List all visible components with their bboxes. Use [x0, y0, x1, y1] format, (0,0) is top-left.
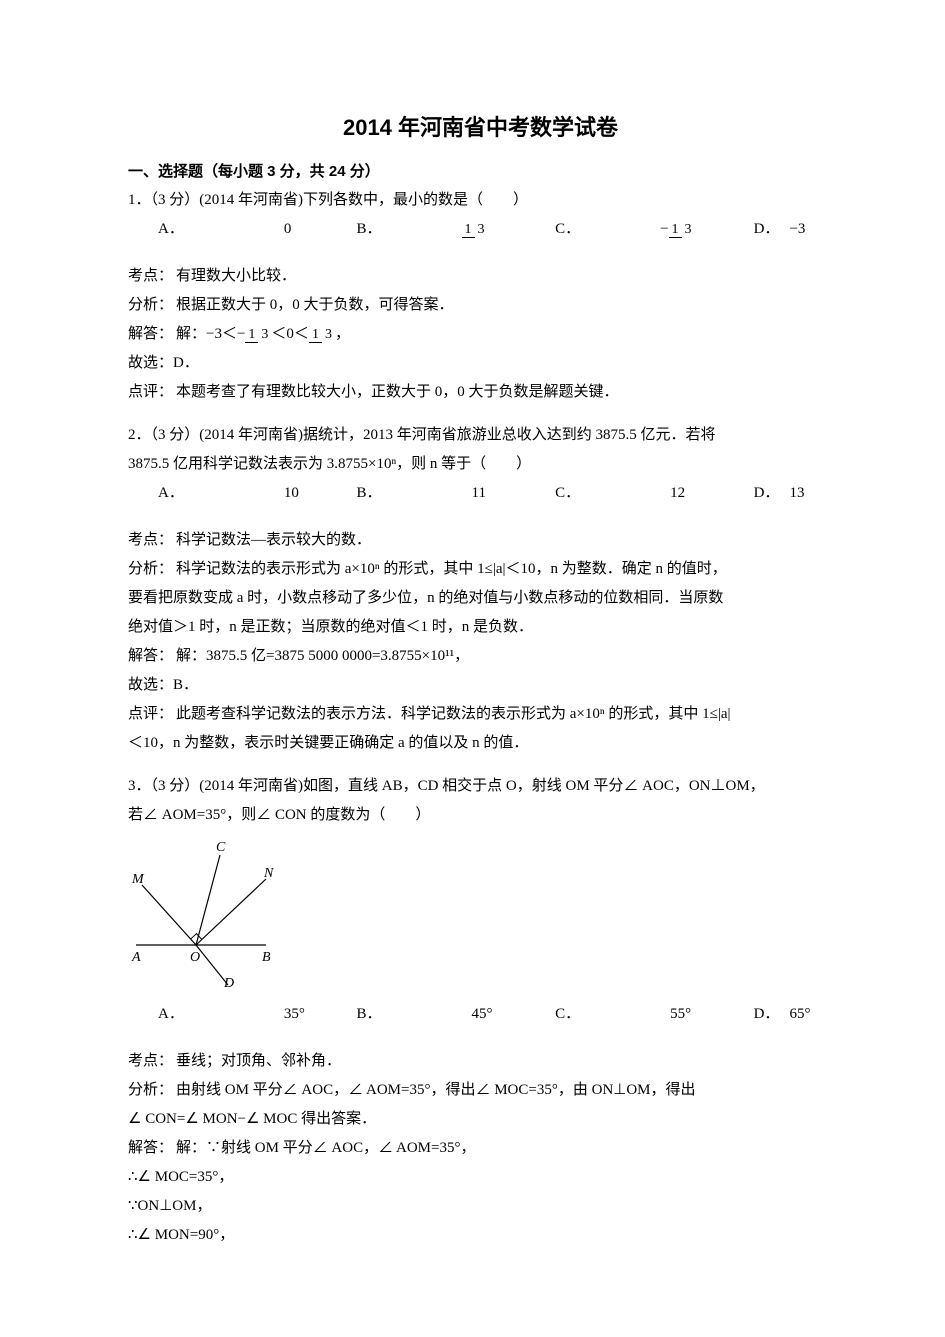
- option-label: D．: [754, 1001, 780, 1028]
- q2-dianping2: ＜10，n 为整数，表示时关键要正确确定 a 的值以及 n 的值．: [128, 730, 833, 757]
- option-label: B．: [357, 216, 382, 243]
- q1-guxuan: 故选：D．: [128, 350, 833, 377]
- dianping-label: 点评：: [128, 379, 176, 406]
- fenxi-label: 分析：: [128, 1077, 176, 1104]
- option-value: 10: [284, 480, 299, 507]
- fenxi-text: 根据正数大于 0，0 大于负数，可得答案．: [176, 292, 454, 319]
- geometry-diagram-icon: A B C D M N O: [128, 837, 288, 987]
- q3-option-c: C． 55°: [555, 1001, 754, 1028]
- fenxi-label: 分析：: [128, 292, 176, 319]
- svg-text:D: D: [223, 976, 234, 987]
- fenxi-text: 由射线 OM 平分∠ AOC，∠ AOM=35°，得出∠ MOC=35°，由 O…: [176, 1077, 696, 1104]
- kaodian-label: 考点：: [128, 1048, 176, 1075]
- option-label: C．: [555, 216, 580, 243]
- q1-option-a: A． 0: [158, 216, 357, 243]
- jieda-text: 解：∵射线 OM 平分∠ AOC，∠ AOM=35°，: [176, 1135, 475, 1162]
- q2-fenxi: 分析： 科学记数法的表示形式为 a×10ⁿ 的形式，其中 1≤|a|＜10，n …: [128, 556, 833, 583]
- option-label: A．: [158, 216, 184, 243]
- jieda-label: 解答：: [128, 643, 176, 670]
- jieda-text: 解：3875.5 亿=3875 5000 0000=3.8755×10¹¹，: [176, 643, 469, 670]
- q2-dianping: 点评： 此题考查科学记数法的表示方法．科学记数法的表示形式为 a×10ⁿ 的形式…: [128, 701, 833, 728]
- q1-stem: 1．（3 分）(2014 年河南省)下列各数中，最小的数是（ ）: [128, 187, 833, 214]
- option-value: 65°: [789, 1001, 810, 1028]
- option-label: A．: [158, 1001, 184, 1028]
- q2-option-c: C． 12: [555, 480, 754, 507]
- q2-fenxi3: 绝对值＞1 时，n 是正数；当原数的绝对值＜1 时，n 是负数．: [128, 614, 833, 641]
- q1-option-d: D． −3: [754, 216, 833, 243]
- option-value: 13: [789, 480, 804, 507]
- option-label: B．: [357, 480, 382, 507]
- option-value: 13: [462, 216, 488, 243]
- dianping-text: 本题考查了有理数比较大小，正数大于 0，0 大于负数是解题关键．: [176, 379, 619, 406]
- jieda-label: 解答：: [128, 1135, 176, 1162]
- svg-text:N: N: [263, 866, 274, 881]
- q3-options: A． 35° B． 45° C． 55° D． 65°: [128, 1001, 833, 1028]
- dianping-text: 此题考查科学记数法的表示方法．科学记数法的表示形式为 a×10ⁿ 的形式，其中 …: [176, 701, 731, 728]
- q2-guxuan: 故选：B．: [128, 672, 833, 699]
- kaodian-text: 有理数大小比较．: [176, 263, 296, 290]
- q1-fenxi: 分析： 根据正数大于 0，0 大于负数，可得答案．: [128, 292, 833, 319]
- kaodian-label: 考点：: [128, 527, 176, 554]
- q3-diagram: A B C D M N O: [128, 837, 833, 997]
- option-value: −13: [660, 216, 694, 243]
- fenxi-label: 分析：: [128, 556, 176, 583]
- q3-fenxi: 分析： 由射线 OM 平分∠ AOC，∠ AOM=35°，得出∠ MOC=35°…: [128, 1077, 833, 1104]
- svg-text:C: C: [216, 840, 226, 855]
- q2-kaodian: 考点： 科学记数法—表示较大的数．: [128, 527, 833, 554]
- option-value: 11: [472, 480, 486, 507]
- q1-kaodian: 考点： 有理数大小比较．: [128, 263, 833, 290]
- option-label: C．: [555, 480, 580, 507]
- page-title: 2014 年河南省中考数学试卷: [128, 108, 833, 148]
- q3-jieda2: ∴∠ MOC=35°，: [128, 1164, 833, 1191]
- q3-kaodian: 考点： 垂线；对顶角、邻补角．: [128, 1048, 833, 1075]
- q3-option-a: A． 35°: [158, 1001, 357, 1028]
- q3-jieda3: ∵ON⊥OM，: [128, 1193, 833, 1220]
- q2-fenxi2: 要看把原数变成 a 时，小数点移动了多少位，n 的绝对值与小数点移动的位数相同．…: [128, 585, 833, 612]
- jieda-label: 解答：: [128, 321, 176, 348]
- q1-options: A． 0 B． 13 C． −13 D． −3: [128, 216, 833, 243]
- option-label: D．: [754, 480, 780, 507]
- q3-jieda: 解答： 解：∵射线 OM 平分∠ AOC，∠ AOM=35°，: [128, 1135, 833, 1162]
- q2-stem2: 3875.5 亿用科学记数法表示为 3.8755×10ⁿ，则 n 等于（ ）: [128, 451, 833, 478]
- q3-stem2: 若∠ AOM=35°，则∠ CON 的度数为（ ）: [128, 802, 833, 829]
- q3-option-d: D． 65°: [754, 1001, 833, 1028]
- option-value: 35°: [284, 1001, 305, 1028]
- option-label: C．: [555, 1001, 580, 1028]
- q2-option-d: D． 13: [754, 480, 833, 507]
- q1-option-b: B． 13: [357, 216, 556, 243]
- q3-fenxi2: ∠ CON=∠ MON−∠ MOC 得出答案．: [128, 1106, 833, 1133]
- q2-jieda: 解答： 解：3875.5 亿=3875 5000 0000=3.8755×10¹…: [128, 643, 833, 670]
- section-header: 一、选择题（每小题 3 分，共 24 分）: [128, 158, 833, 185]
- option-label: D．: [754, 216, 780, 243]
- q2-options: A． 10 B． 11 C． 12 D． 13: [128, 480, 833, 507]
- kaodian-text: 垂线；对顶角、邻补角．: [176, 1048, 341, 1075]
- dianping-label: 点评：: [128, 701, 176, 728]
- fenxi-text: 科学记数法的表示形式为 a×10ⁿ 的形式，其中 1≤|a|＜10，n 为整数．…: [176, 556, 727, 583]
- option-value: 45°: [472, 1001, 493, 1028]
- svg-text:M: M: [131, 872, 145, 887]
- option-value: 12: [670, 480, 685, 507]
- kaodian-text: 科学记数法—表示较大的数．: [176, 527, 371, 554]
- q1-jieda: 解答： 解：−3＜−13＜0＜13，: [128, 321, 833, 348]
- option-value: 55°: [670, 1001, 691, 1028]
- q2-stem1: 2．（3 分）(2014 年河南省)据统计，2013 年河南省旅游业总收入达到约…: [128, 422, 833, 449]
- option-value: −3: [789, 216, 805, 243]
- q2-option-b: B． 11: [357, 480, 556, 507]
- svg-text:O: O: [190, 950, 200, 965]
- svg-text:B: B: [262, 950, 271, 965]
- q3-stem1: 3．（3 分）(2014 年河南省)如图，直线 AB，CD 相交于点 O，射线 …: [128, 773, 833, 800]
- fraction-icon: 13: [462, 222, 488, 237]
- q3-jieda4: ∴∠ MON=90°，: [128, 1222, 833, 1249]
- q1-option-c: C． −13: [555, 216, 754, 243]
- q1-dianping: 点评： 本题考查了有理数比较大小，正数大于 0，0 大于负数是解题关键．: [128, 379, 833, 406]
- option-label: B．: [357, 1001, 382, 1028]
- fraction-icon: 13: [669, 222, 695, 237]
- svg-text:A: A: [131, 950, 141, 965]
- kaodian-label: 考点：: [128, 263, 176, 290]
- q2-option-a: A． 10: [158, 480, 357, 507]
- option-label: A．: [158, 480, 184, 507]
- q3-option-b: B． 45°: [357, 1001, 556, 1028]
- option-value: 0: [284, 216, 292, 243]
- jieda-text: 解：−3＜−13＜0＜13，: [176, 321, 350, 348]
